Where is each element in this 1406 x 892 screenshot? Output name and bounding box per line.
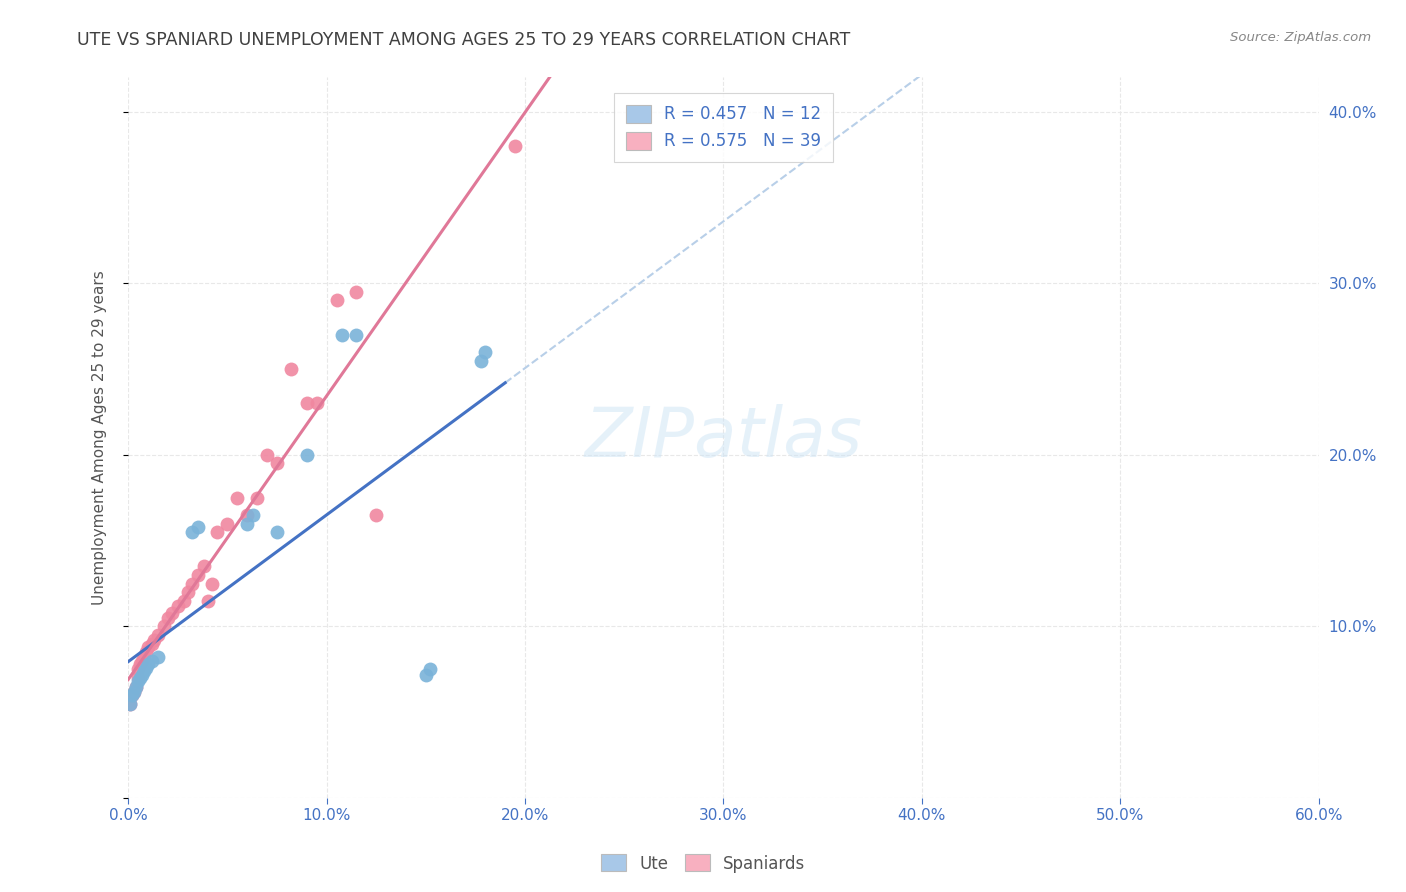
Point xyxy=(415,667,437,681)
Point xyxy=(419,662,441,676)
Point xyxy=(135,645,157,659)
Point xyxy=(129,671,152,685)
Point xyxy=(146,650,169,665)
Point xyxy=(207,525,229,540)
Point xyxy=(236,508,259,522)
Point xyxy=(131,654,153,668)
Point xyxy=(470,353,492,368)
Point xyxy=(136,657,159,672)
Point xyxy=(136,640,159,654)
Point xyxy=(180,525,202,540)
Point xyxy=(266,457,288,471)
Point xyxy=(226,491,249,505)
Point xyxy=(344,327,367,342)
Point xyxy=(305,396,328,410)
Point xyxy=(135,661,157,675)
Point xyxy=(156,611,179,625)
Point xyxy=(200,576,222,591)
Point xyxy=(132,650,155,665)
Legend: Ute, Spaniards: Ute, Spaniards xyxy=(595,847,811,880)
Point xyxy=(280,362,302,376)
Point xyxy=(160,606,183,620)
Point xyxy=(146,628,169,642)
Point xyxy=(187,520,209,534)
Point xyxy=(127,671,149,685)
Point xyxy=(121,688,143,702)
Point xyxy=(122,684,145,698)
Point xyxy=(242,508,264,522)
Point xyxy=(193,559,215,574)
Point xyxy=(132,664,155,678)
Point xyxy=(187,568,209,582)
Point xyxy=(266,525,288,540)
Point xyxy=(125,680,148,694)
Point xyxy=(141,654,163,668)
Point xyxy=(143,633,166,648)
Point xyxy=(332,327,354,342)
Point xyxy=(325,293,347,308)
Point xyxy=(503,139,526,153)
Point xyxy=(176,585,198,599)
Point xyxy=(125,680,148,694)
Y-axis label: Unemployment Among Ages 25 to 29 years: Unemployment Among Ages 25 to 29 years xyxy=(93,270,107,605)
Point xyxy=(166,599,188,613)
Text: Source: ZipAtlas.com: Source: ZipAtlas.com xyxy=(1230,31,1371,45)
Point xyxy=(295,396,318,410)
Point xyxy=(217,516,239,531)
Legend: R = 0.457   N = 12, R = 0.575   N = 39: R = 0.457 N = 12, R = 0.575 N = 39 xyxy=(614,93,832,162)
Text: ZIPatlas: ZIPatlas xyxy=(585,404,862,471)
Point xyxy=(141,637,163,651)
Point xyxy=(256,448,278,462)
Point xyxy=(121,688,143,702)
Point xyxy=(173,593,195,607)
Point xyxy=(197,593,219,607)
Point xyxy=(127,674,149,689)
Point xyxy=(153,619,176,633)
Point xyxy=(127,662,149,676)
Point xyxy=(122,684,145,698)
Point xyxy=(180,576,202,591)
Point xyxy=(344,285,367,299)
Point xyxy=(474,345,496,359)
Text: UTE VS SPANIARD UNEMPLOYMENT AMONG AGES 25 TO 29 YEARS CORRELATION CHART: UTE VS SPANIARD UNEMPLOYMENT AMONG AGES … xyxy=(77,31,851,49)
Point xyxy=(120,697,142,711)
Point xyxy=(366,508,388,522)
Point xyxy=(120,697,142,711)
Point xyxy=(131,667,153,681)
Point xyxy=(295,448,318,462)
Point xyxy=(236,516,259,531)
Point xyxy=(246,491,269,505)
Point xyxy=(129,657,152,672)
